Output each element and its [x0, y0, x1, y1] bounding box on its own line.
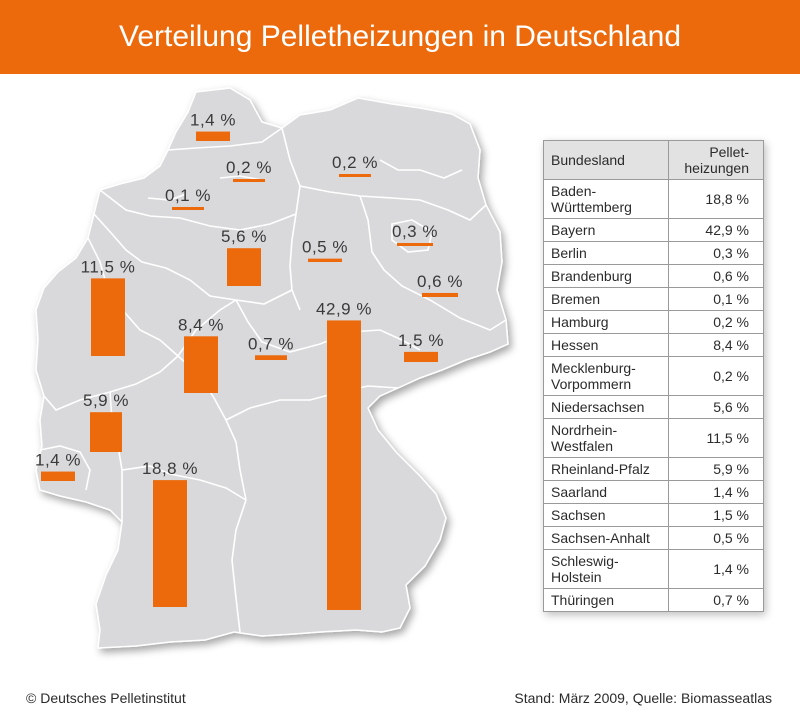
- table-header-value-line-1: Pellet-: [709, 144, 749, 160]
- table-cell-state: Hessen: [543, 333, 669, 357]
- table-cell-value: 8,4 %: [667, 333, 765, 357]
- bar-mecklenburg-vorpommern: [339, 174, 371, 177]
- source-text: Stand: März 2009, Quelle: Biomasseatlas: [514, 690, 772, 706]
- table-cell-state: Sachsen-Anhalt: [543, 526, 669, 550]
- value-label-mecklenburg-vorpommern: 0,2 %: [332, 153, 378, 172]
- table-cell-state: Sachsen: [543, 503, 669, 527]
- value-label-sachsen-anhalt: 0,5 %: [302, 238, 348, 257]
- table-cell-value: 0,6 %: [667, 264, 765, 288]
- bar-nordrhein-westfalen: [91, 278, 125, 356]
- value-label-sachsen: 1,5 %: [398, 331, 444, 350]
- table-cell-value: 18,8 %: [667, 179, 765, 219]
- table-cell-state: Bremen: [543, 287, 669, 311]
- value-label-schleswig-holstein: 1,4 %: [190, 111, 236, 130]
- table-cell-value: 0,3 %: [667, 241, 765, 265]
- table-row: Bayern 42,9 %: [543, 218, 765, 242]
- copyright-text: © Deutsches Pelletinstitut: [26, 690, 186, 706]
- bar-hamburg: [233, 179, 265, 182]
- table-cell-state: Bayern: [543, 218, 669, 242]
- table-cell-value: 0,7 %: [667, 588, 765, 612]
- table-row: Schleswig- Holstein 1,4 %: [543, 549, 765, 589]
- bar-sachsen-anhalt: [308, 258, 342, 262]
- value-label-baden-wuerttemberg: 18,8 %: [142, 459, 198, 478]
- table-cell-state: Mecklenburg- Vorpommern: [543, 356, 669, 396]
- table-cell-value: 1,4 %: [667, 480, 765, 504]
- bar-bremen: [172, 207, 204, 210]
- bars-layer: [41, 131, 458, 610]
- table-cell-state: Hamburg: [543, 310, 669, 334]
- table-row: Niedersachsen 5,6 %: [543, 395, 765, 419]
- bar-bayern: [327, 320, 361, 610]
- table-row: Mecklenburg- Vorpommern 0,2 %: [543, 356, 765, 396]
- table-cell-value: 0,1 %: [667, 287, 765, 311]
- bar-rheinland-pfalz: [90, 412, 122, 452]
- table-cell-value: 0,2 %: [667, 356, 765, 396]
- value-label-brandenburg: 0,6 %: [417, 272, 463, 291]
- table-cell-value: 0,2 %: [667, 310, 765, 334]
- table-cell-value: 1,5 %: [667, 503, 765, 527]
- table-cell-value: 1,4 %: [667, 549, 765, 589]
- bar-hessen: [184, 336, 218, 393]
- table-cell-state: Nordrhein- Westfalen: [543, 418, 669, 458]
- table-row: Sachsen-Anhalt 0,5 %: [543, 526, 765, 550]
- table-row: Hamburg 0,2 %: [543, 310, 765, 334]
- table-cell-state: Berlin: [543, 241, 669, 265]
- value-label-thueringen: 0,7 %: [248, 334, 294, 353]
- table-cell-value: 11,5 %: [667, 418, 765, 458]
- table-cell-state: Brandenburg: [543, 264, 669, 288]
- table-cell-value: 5,9 %: [667, 457, 765, 481]
- table-row: Thüringen 0,7 %: [543, 588, 765, 612]
- table-row: Hessen 8,4 %: [543, 333, 765, 357]
- table-row: Berlin 0,3 %: [543, 241, 765, 265]
- table-header-value-line-2: heizungen: [684, 160, 749, 176]
- bar-berlin: [397, 243, 433, 246]
- table-cell-state: Thüringen: [543, 588, 669, 612]
- value-label-bremen: 0,1 %: [165, 186, 211, 205]
- table-header-value: Pellet-heizungen: [667, 140, 765, 180]
- table-cell-state: Schleswig- Holstein: [543, 549, 669, 589]
- table-row: Bremen 0,1 %: [543, 287, 765, 311]
- table-cell-state: Saarland: [543, 480, 669, 504]
- table-cell-value: 5,6 %: [667, 395, 765, 419]
- table-row: Sachsen 1,5 %: [543, 503, 765, 527]
- bar-thueringen: [255, 355, 287, 360]
- title-bar: [0, 0, 800, 74]
- bar-brandenburg: [422, 292, 458, 297]
- chart-title: Verteilung Pelletheizungen in Deutschlan…: [118, 20, 682, 53]
- map-shape: [35, 87, 509, 649]
- value-label-bayern: 42,9 %: [316, 299, 372, 318]
- bar-saarland: [41, 471, 75, 481]
- table-header-row: Bundesland Pellet-heizungen: [543, 140, 765, 180]
- bar-niedersachsen: [227, 248, 261, 286]
- value-label-niedersachsen: 5,6 %: [221, 227, 267, 246]
- table-cell-value: 42,9 %: [667, 218, 765, 242]
- table-header-state: Bundesland: [543, 140, 669, 180]
- value-label-rheinland-pfalz: 5,9 %: [83, 391, 129, 410]
- table-cell-value: 0,5 %: [667, 526, 765, 550]
- value-label-saarland: 1,4 %: [35, 451, 81, 470]
- table-cell-state: Baden- Württemberg: [543, 179, 669, 219]
- value-label-hessen: 8,4 %: [178, 315, 224, 334]
- bar-sachsen: [404, 351, 438, 362]
- data-table: Bundesland Pellet-heizungen Baden- Württe…: [543, 140, 765, 612]
- table-row: Brandenburg 0,6 %: [543, 264, 765, 288]
- labels-layer: 18,8 % 42,9 % 0,3 % 0,6 % 0,1 % 0,2 % 8,4 % 0,2…: [35, 111, 463, 479]
- table-row: Rheinland-Pfalz 5,9 %: [543, 457, 765, 481]
- value-label-berlin: 0,3 %: [392, 222, 438, 241]
- value-label-nordrhein-westfalen: 11,5 %: [81, 257, 136, 276]
- table-cell-state: Rheinland-Pfalz: [543, 457, 669, 481]
- table-row: Baden- Württemberg 18,8 %: [543, 179, 765, 219]
- germany-map: 18,8 % 42,9 % 0,3 % 0,6 % 0,1 % 0,2 % 8,4 % 0,2…: [35, 87, 509, 649]
- bar-baden-wuerttemberg: [153, 480, 187, 607]
- table-row: Saarland 1,4 %: [543, 480, 765, 504]
- bar-schleswig-holstein: [196, 131, 230, 141]
- value-label-hamburg: 0,2 %: [226, 158, 272, 177]
- table-cell-state: Niedersachsen: [543, 395, 669, 419]
- table-row: Nordrhein- Westfalen 11,5 %: [543, 418, 765, 458]
- table-body: Baden- Württemberg 18,8 % Bayern 42,9 % Berli…: [543, 179, 765, 612]
